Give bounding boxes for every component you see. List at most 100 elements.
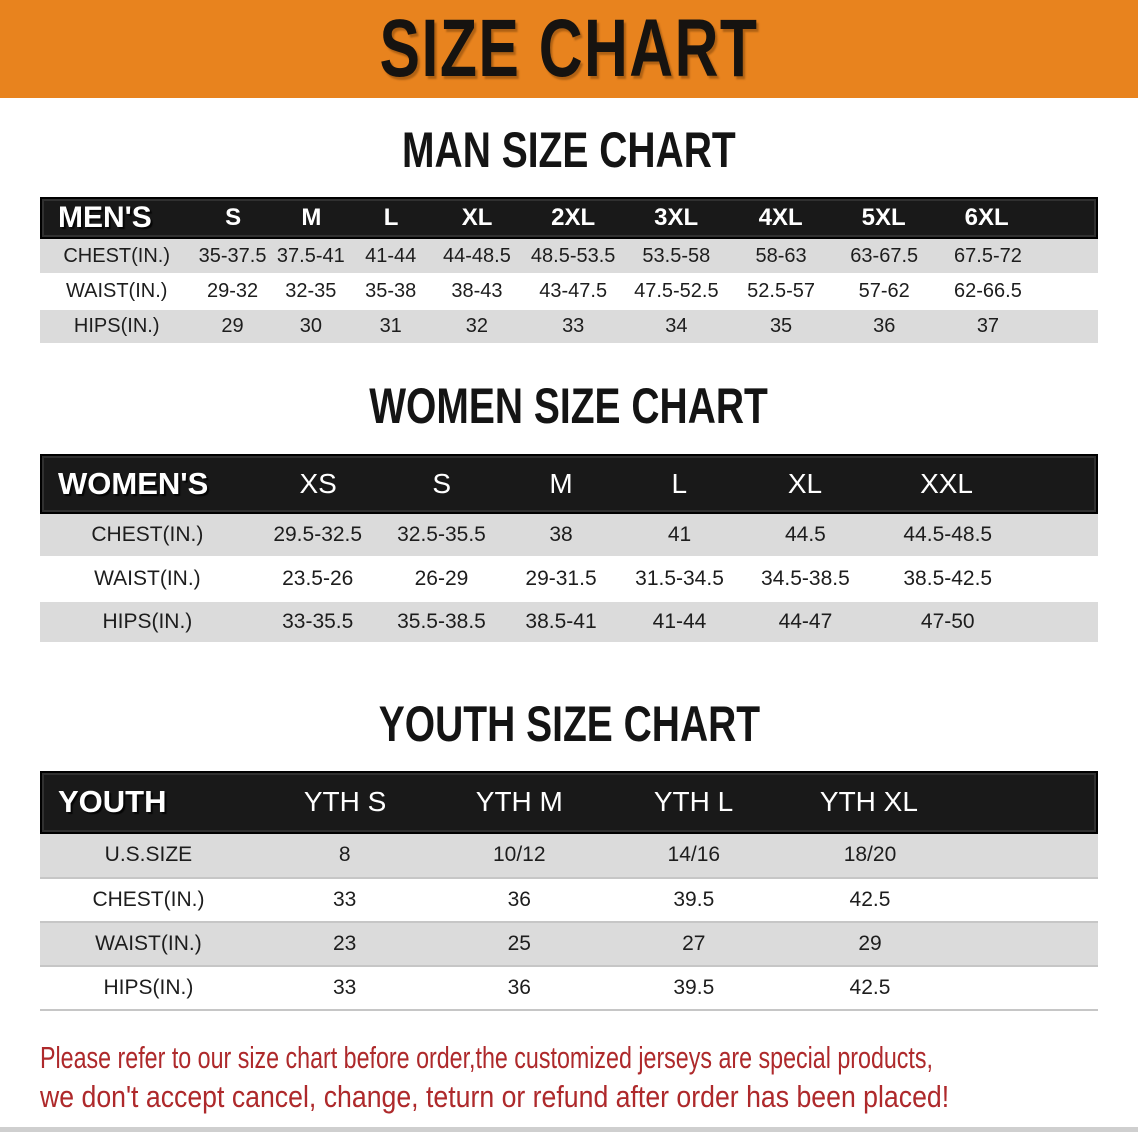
- table-row: WAIST(IN.) 23.5-26 26-29 29-31.5 31.5-34.5 34…: [40, 557, 1098, 602]
- footer-note-line-2: we don't accept cancel, change, teturn o…: [40, 1078, 950, 1114]
- size-table-body: U.S.SIZE 8 10/12 14/16 18/20 CHEST(IN.) 33 36 39…: [40, 833, 1098, 1011]
- size-value: 33: [522, 309, 624, 345]
- size-value: 58-63: [728, 239, 834, 275]
- banner-title: SIZE CHART: [379, 3, 759, 94]
- size-column-header: XL: [461, 204, 493, 231]
- size-chart-sections: MAN SIZE CHART MEN'S S M L XL 2XL 3XL 4XL 5XL 6XL C…: [0, 124, 1138, 1011]
- table-row: HIPS(IN.) 29 30 31 32 33 34 35 36 37: [40, 309, 1098, 345]
- size-column-header: 6XL: [964, 204, 1009, 231]
- size-value: 29: [193, 309, 272, 345]
- size-value: 23.5-26: [254, 557, 381, 602]
- row-label: HIPS(IN.): [40, 965, 257, 1011]
- size-value: 23: [256, 921, 433, 967]
- size-value: 42.5: [781, 965, 1098, 1011]
- table-row: HIPS(IN.) 33-35.5 35.5-38.5 38.5-41 41-44 44-…: [40, 600, 1098, 645]
- size-column-header: 3XL: [654, 204, 699, 231]
- footer-note: Please refer to our size chart before or…: [0, 1038, 1138, 1116]
- size-value: 41: [619, 514, 740, 559]
- size-table-header: YOUTH YTH S YTH M YTH L YTH XL: [40, 770, 1098, 834]
- size-value: 38.5-42.5: [871, 557, 1098, 602]
- size-column-header: 5XL: [861, 204, 906, 231]
- size-value: 29-31.5: [502, 557, 620, 602]
- table-group-label: MEN'S: [58, 201, 152, 234]
- size-value: 48.5-53.5: [522, 239, 624, 275]
- section-heading: MAN SIZE CHART: [0, 124, 1138, 176]
- row-label: WAIST(IN.): [40, 274, 194, 310]
- table-row: CHEST(IN.) 29.5-32.5 32.5-35.5 38 41 44.5 44.5…: [40, 514, 1098, 559]
- size-value: 47-50: [871, 600, 1098, 645]
- size-value: 31: [349, 309, 432, 345]
- section-heading-text: MAN SIZE CHART: [402, 122, 736, 178]
- table-group-label: YOUTH: [58, 784, 167, 819]
- size-column-header: 2XL: [551, 204, 596, 231]
- size-value: 53.5-58: [623, 239, 729, 275]
- size-column-header: L: [383, 204, 399, 231]
- size-value: 43-47.5: [522, 274, 624, 310]
- size-value: 44-48.5: [431, 239, 523, 275]
- size-value: 37.5-41: [271, 239, 350, 275]
- size-section: YOUTH SIZE CHART YOUTH YTH S YTH M YTH L YTH …: [0, 699, 1138, 1011]
- size-value: 18/20: [781, 833, 1098, 879]
- size-value: 63-67.5: [833, 239, 935, 275]
- size-column-header: S: [432, 468, 452, 499]
- size-value: 52.5-57: [728, 274, 834, 310]
- bottom-edge-divider: [0, 1127, 1138, 1132]
- size-column-header: L: [671, 468, 688, 499]
- section-heading-text: WOMEN SIZE CHART: [369, 378, 769, 434]
- size-section: WOMEN SIZE CHART WOMEN'S XS S M L XL XXL CHEST(I…: [0, 378, 1138, 645]
- size-value: 62-66.5: [935, 274, 1098, 310]
- size-column-header: XS: [299, 468, 337, 499]
- table-row: CHEST(IN.) 33 36 39.5 42.5: [40, 877, 1098, 923]
- row-label: HIPS(IN.): [40, 600, 255, 645]
- table-row: U.S.SIZE 8 10/12 14/16 18/20: [40, 833, 1098, 879]
- size-table-header: MEN'S S M L XL 2XL 3XL 4XL 5XL 6XL: [40, 197, 1098, 239]
- size-column-header: XL: [787, 468, 823, 499]
- table-group-label: WOMEN'S: [58, 466, 209, 501]
- size-value: 36: [432, 965, 606, 1011]
- size-section: MAN SIZE CHART MEN'S S M L XL 2XL 3XL 4XL 5XL 6XL C…: [0, 124, 1138, 345]
- section-heading: WOMEN SIZE CHART: [0, 378, 1138, 434]
- table-row: WAIST(IN.) 29-32 32-35 35-38 38-43 43-47.5 47.…: [40, 274, 1098, 310]
- size-column-header: YTH XL: [819, 786, 918, 817]
- size-column-header: 4XL: [758, 204, 803, 231]
- size-value: 32: [431, 309, 523, 345]
- size-value: 29.5-32.5: [254, 514, 381, 559]
- size-value: 42.5: [781, 877, 1098, 923]
- size-value: 38.5-41: [502, 600, 620, 645]
- size-value: 29-32: [193, 274, 272, 310]
- size-value: 34.5-38.5: [739, 557, 872, 602]
- size-value: 29: [781, 921, 1098, 967]
- size-value: 27: [606, 921, 782, 967]
- size-value: 35.5-38.5: [380, 600, 503, 645]
- footer-note-line-1: Please refer to our size chart before or…: [40, 1039, 933, 1075]
- size-value: 33: [256, 877, 433, 923]
- size-chart-banner: SIZE CHART: [0, 0, 1138, 98]
- size-value: 44-47: [739, 600, 872, 645]
- size-value: 33: [256, 965, 433, 1011]
- row-label: CHEST(IN.): [40, 514, 255, 559]
- size-value: 38-43: [431, 274, 523, 310]
- size-value: 44.5-48.5: [871, 514, 1098, 559]
- size-value: 35: [728, 309, 834, 345]
- row-label: HIPS(IN.): [40, 309, 194, 345]
- size-value: 14/16: [606, 833, 782, 879]
- row-label: WAIST(IN.): [40, 557, 255, 602]
- table-row: HIPS(IN.) 33 36 39.5 42.5: [40, 965, 1098, 1011]
- size-value: 39.5: [606, 877, 782, 923]
- size-value: 26-29: [380, 557, 503, 602]
- size-value: 57-62: [833, 274, 935, 310]
- row-label: WAIST(IN.): [40, 921, 257, 967]
- size-value: 8: [256, 833, 433, 879]
- size-value: 32-35: [271, 274, 350, 310]
- size-column-header: YTH M: [475, 786, 563, 817]
- size-column-header: YTH S: [303, 786, 387, 817]
- size-value: 25: [432, 921, 606, 967]
- row-label: CHEST(IN.): [40, 877, 257, 923]
- size-column-header: M: [549, 468, 573, 499]
- size-value: 67.5-72: [935, 239, 1098, 275]
- size-column-header: S: [225, 204, 242, 231]
- size-table-header: WOMEN'S XS S M L XL XXL: [40, 454, 1098, 514]
- size-value: 37: [935, 309, 1098, 345]
- size-value: 35-38: [349, 274, 432, 310]
- size-table-body: CHEST(IN.) 35-37.5 37.5-41 41-44 44-48.5 48.5…: [40, 239, 1098, 345]
